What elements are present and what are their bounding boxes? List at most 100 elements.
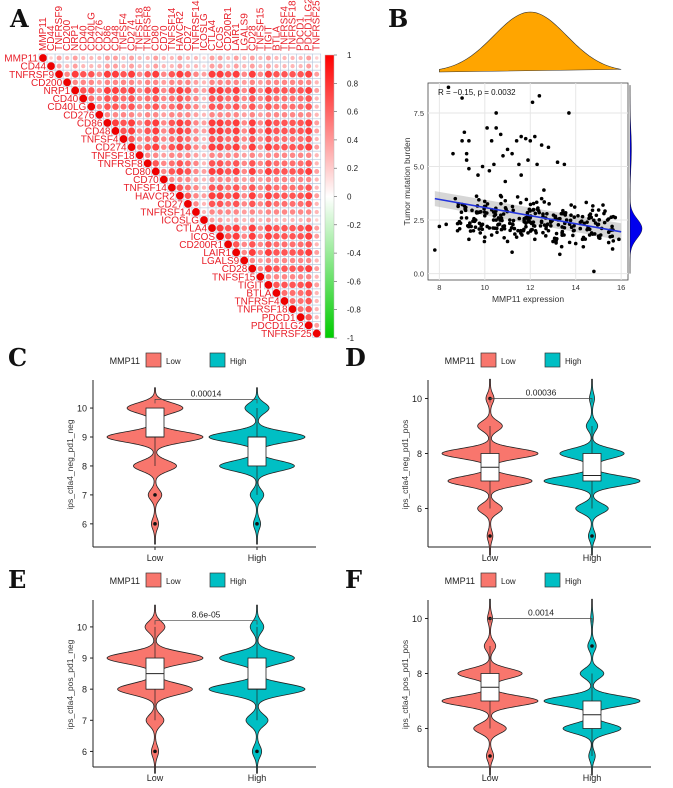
legend-swatch <box>209 352 226 368</box>
corr-circle <box>168 70 176 78</box>
corr-circle <box>103 70 111 78</box>
corr-circle <box>208 160 216 167</box>
corr-circle <box>184 127 192 135</box>
corr-circle <box>136 71 143 78</box>
corr-circle <box>232 232 240 240</box>
corr-circle <box>193 112 199 118</box>
column-label: CD274 <box>127 19 138 51</box>
corr-circle <box>289 281 296 289</box>
corr-circle <box>224 192 232 200</box>
significance-bracket <box>489 398 593 403</box>
corr-circle <box>257 233 264 240</box>
corr-circle <box>305 273 312 280</box>
data-point <box>501 154 505 158</box>
corr-circle <box>136 128 143 134</box>
data-point <box>508 218 512 222</box>
corr-circle <box>136 95 143 102</box>
data-point <box>492 214 497 218</box>
data-point <box>582 221 586 226</box>
column-label: TNFRSF14 <box>191 0 202 51</box>
corr-circle <box>152 135 159 143</box>
data-point <box>514 235 519 239</box>
corr-circle <box>297 79 304 86</box>
corr-circle <box>249 111 256 118</box>
data-point <box>503 179 508 184</box>
corr-circle <box>289 184 296 191</box>
corr-circle <box>176 103 184 110</box>
corr-circle <box>193 168 199 175</box>
corr-circle <box>208 103 216 110</box>
corr-circle <box>202 64 206 68</box>
corr-circle <box>216 232 225 241</box>
corr-circle <box>289 249 296 256</box>
corr-circle <box>128 119 136 127</box>
corr-circle <box>242 64 247 69</box>
data-point <box>588 212 593 216</box>
corr-circle <box>241 120 248 126</box>
corr-circle <box>119 135 128 143</box>
corr-circle <box>120 70 127 78</box>
corr-circle <box>305 135 312 143</box>
corr-circle <box>175 191 184 200</box>
corr-circle <box>314 201 319 206</box>
corr-circle <box>297 70 304 78</box>
corr-circle <box>314 315 319 320</box>
data-point <box>510 204 515 209</box>
corr-circle <box>297 289 304 296</box>
legend-swatch <box>209 572 226 588</box>
corr-circle <box>273 249 280 256</box>
column-label: CD40LG <box>86 12 97 51</box>
data-point <box>559 211 564 216</box>
legend-title: MMP11 <box>110 576 140 586</box>
corr-circle <box>297 184 304 191</box>
data-point <box>494 111 498 115</box>
corr-circle <box>257 112 263 118</box>
corr-circle <box>305 281 313 289</box>
corr-circle <box>281 87 288 94</box>
data-point <box>530 100 535 105</box>
corr-circle <box>192 208 200 216</box>
corr-circle <box>289 224 296 232</box>
data-point <box>528 229 533 233</box>
y-tick-label: 8 <box>82 461 87 471</box>
corr-circle <box>314 87 320 93</box>
corr-circle <box>274 64 279 69</box>
y-tick-label: 10 <box>77 404 87 414</box>
corr-circle <box>305 297 312 305</box>
corr-circle <box>265 209 272 215</box>
corr-circle <box>305 313 312 321</box>
legend-swatch <box>480 572 497 588</box>
corr-circle <box>224 240 233 249</box>
corr-circle <box>232 200 240 208</box>
data-point <box>581 235 586 240</box>
corr-circle <box>225 111 231 118</box>
data-point <box>524 221 528 225</box>
corr-circle <box>153 55 159 61</box>
y-axis-label: ips_ctla4_neg_pd1_neg <box>65 419 75 510</box>
corr-circle <box>265 103 272 110</box>
corr-circle <box>201 80 207 85</box>
corr-circle <box>305 192 313 200</box>
data-point <box>491 218 496 222</box>
data-point <box>517 216 522 221</box>
corr-circle <box>97 64 102 69</box>
corr-circle <box>153 63 159 69</box>
data-point <box>468 229 473 233</box>
corr-circle <box>282 64 287 69</box>
corr-circle <box>233 209 239 215</box>
corr-circle <box>193 160 199 167</box>
row-label: CD200 <box>31 78 63 89</box>
corr-circle <box>209 217 215 223</box>
corr-circle <box>241 103 248 110</box>
outlier-point <box>153 522 157 526</box>
corr-circle <box>202 56 206 60</box>
corr-circle <box>281 232 288 240</box>
corr-circle <box>232 167 240 175</box>
corr-circle <box>232 135 240 143</box>
data-point <box>601 203 605 207</box>
row-label: CD28 <box>222 264 248 275</box>
outlier-point <box>153 493 157 497</box>
corr-circle <box>281 95 288 102</box>
corr-circle <box>88 70 95 78</box>
legend-swatch <box>145 572 162 588</box>
